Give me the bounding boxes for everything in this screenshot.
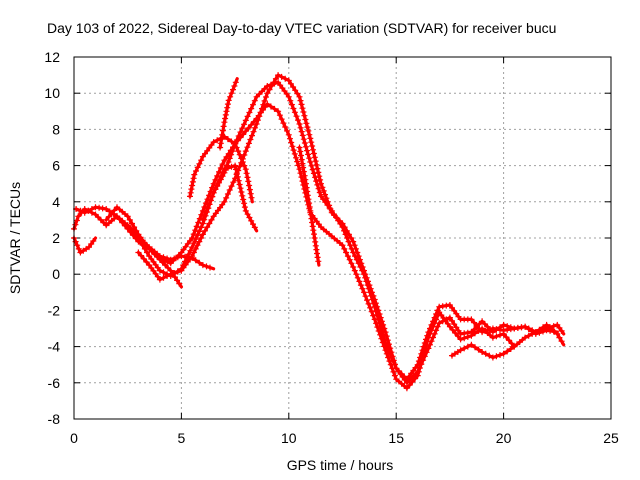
- series-arc-6: [135, 72, 559, 386]
- series-arc-11: [449, 341, 516, 361]
- series-arc-8: [199, 162, 259, 233]
- series-arc-9: [217, 77, 239, 151]
- series-markers: [71, 235, 97, 256]
- x-axis-label: GPS time / hours: [287, 457, 394, 473]
- series-line: [126, 102, 566, 390]
- series-markers: [217, 79, 239, 151]
- series-markers: [187, 133, 255, 201]
- grid-lines: [74, 57, 611, 419]
- x-tick-label: 5: [178, 430, 186, 446]
- series-markers: [135, 72, 557, 386]
- y-tick-label: -2: [48, 302, 61, 318]
- series-markers: [449, 341, 514, 361]
- axis-ticks: 0 5 10 15 20 25 -8 -6 -4 -2 0 2 4 6 8 10 12: [44, 49, 619, 446]
- plot-frame: [73, 56, 612, 420]
- series-markers: [199, 162, 258, 231]
- y-tick-label: 6: [52, 158, 60, 174]
- y-tick-label: 2: [52, 230, 60, 246]
- chart-title: Day 103 of 2022, Sidereal Day-to-day VTE…: [47, 20, 556, 36]
- y-tick-label: 12: [44, 49, 60, 65]
- series-arc-5: [124, 101, 566, 392]
- x-tick-label: 15: [388, 430, 404, 446]
- y-tick-label: -8: [48, 411, 61, 427]
- series-markers: [296, 144, 322, 265]
- series-layer: [71, 72, 566, 392]
- x-tick-label: 25: [603, 430, 619, 446]
- y-tick-label: 10: [44, 85, 60, 101]
- y-tick-label: 4: [52, 194, 60, 210]
- y-tick-label: -4: [48, 339, 61, 355]
- x-tick-label: 10: [281, 430, 297, 446]
- y-axis-label: SDTVAR / TECUs: [7, 182, 23, 294]
- x-tick-label: 0: [70, 430, 78, 446]
- series-markers: [124, 101, 565, 392]
- x-tick-label: 20: [496, 430, 512, 446]
- y-tick-label: -6: [48, 375, 61, 391]
- y-tick-label: 8: [52, 121, 60, 137]
- series-line: [104, 80, 566, 381]
- series-arc-10: [296, 144, 322, 267]
- y-tick-label: 0: [52, 266, 60, 282]
- series-arc-3: [71, 235, 98, 256]
